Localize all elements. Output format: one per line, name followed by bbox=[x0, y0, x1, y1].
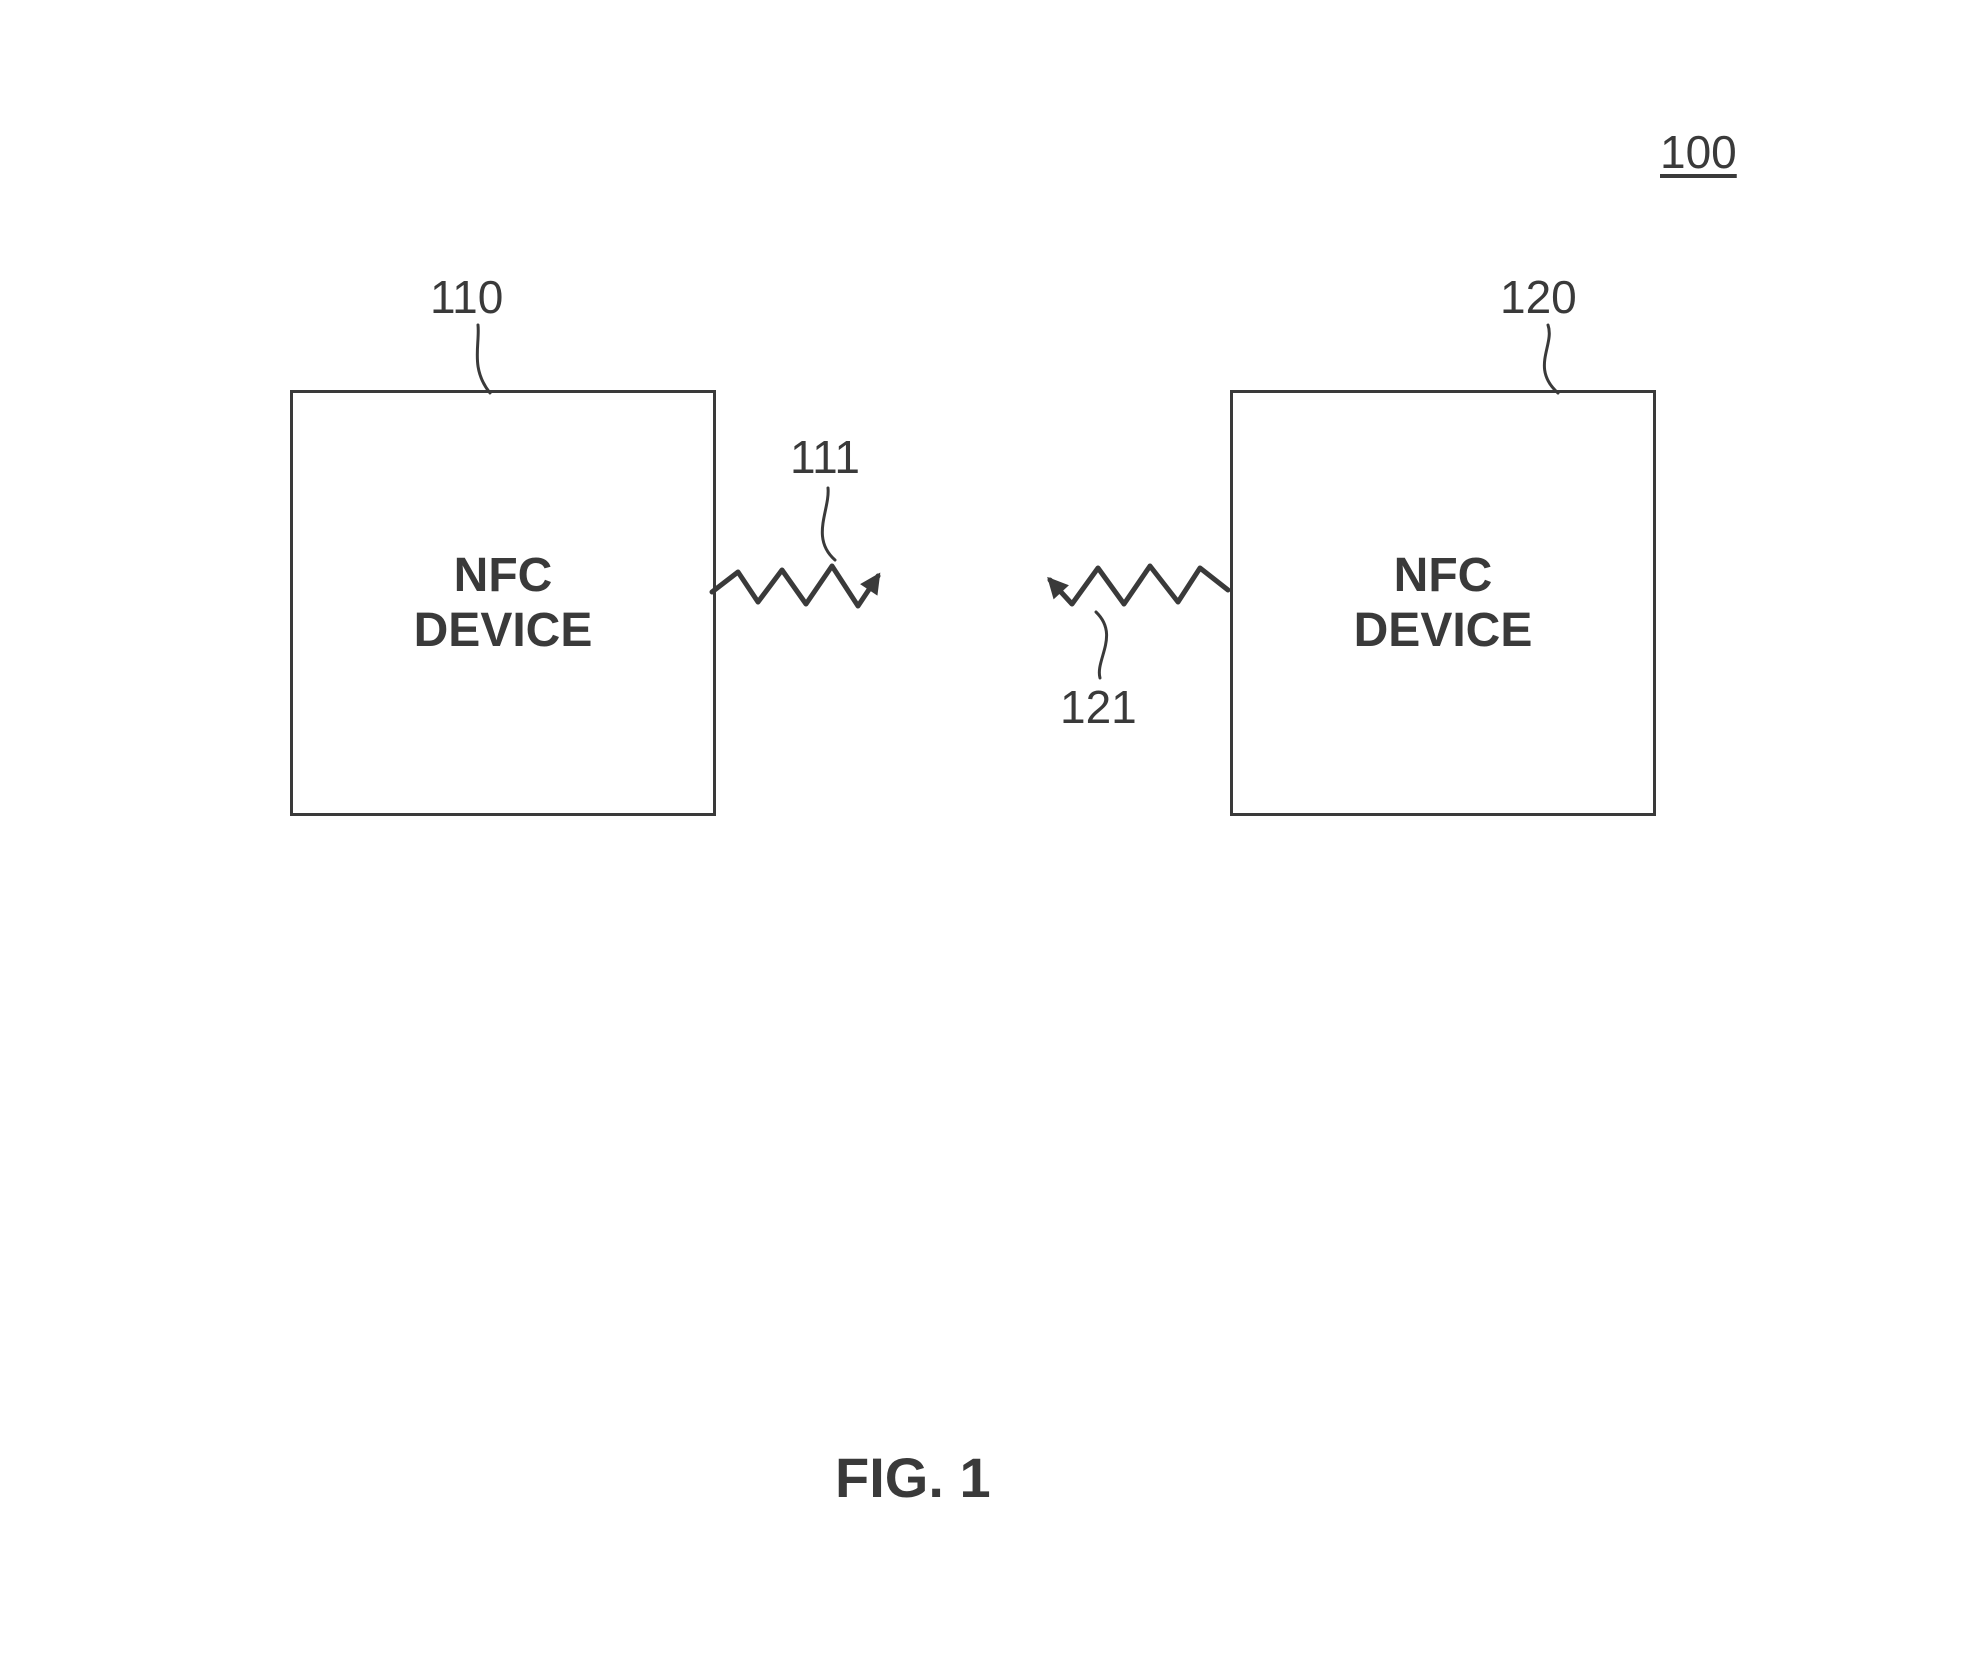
diagram-svg-overlay bbox=[0, 0, 1968, 1658]
diagram-stage: 100 NFC DEVICE NFC DEVICE 110 120 111 12… bbox=[0, 0, 1968, 1658]
